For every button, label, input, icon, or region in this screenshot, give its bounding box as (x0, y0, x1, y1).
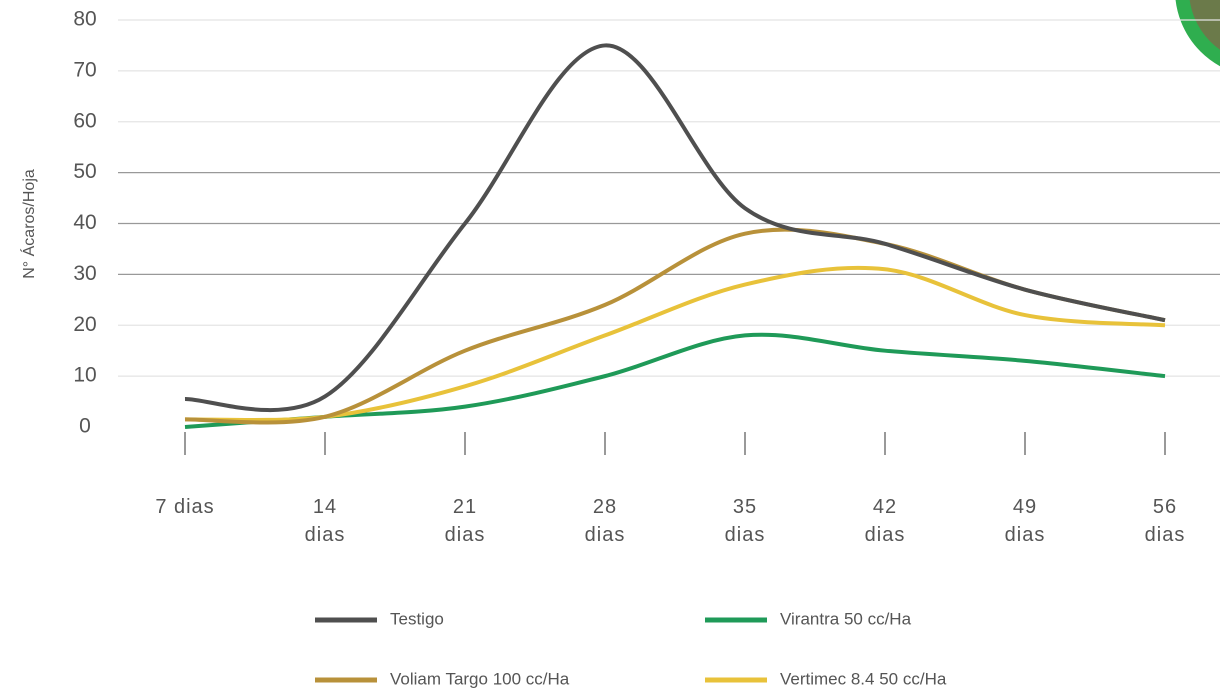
y-tick-label: 0 (79, 415, 91, 438)
y-tick-label: 30 (73, 262, 96, 285)
series-line (184, 43, 1166, 412)
y-tick-label: 70 (73, 58, 96, 81)
x-tick-label: 49 dias (1004, 496, 1046, 546)
y-axis-title: N° Ácaros/Hoja (19, 169, 38, 279)
x-tick-label: 28 dias (584, 496, 626, 546)
y-tick-label: 40 (73, 211, 96, 234)
y-tick-label: 50 (73, 160, 96, 183)
y-tick-label: 60 (73, 109, 96, 132)
series-line (184, 265, 1166, 423)
legend-label: Testigo (390, 609, 444, 628)
logo-badge (1175, 0, 1220, 67)
x-tick-label: 14 dias (304, 496, 346, 546)
legend-label: Virantra 50 cc/Ha (780, 609, 912, 628)
x-tick-label: 35 dias (724, 496, 766, 546)
legend-label: Voliam Targo 100 cc/Ha (390, 669, 570, 688)
x-tick-label: 7 dias (155, 496, 215, 518)
y-tick-label: 80 (73, 8, 96, 31)
x-tick-label: 21 dias (444, 496, 486, 546)
x-tick-label: 42 dias (864, 496, 906, 546)
y-tick-label: 20 (73, 313, 96, 336)
x-tick-label: 56 dias (1144, 496, 1186, 546)
legend-label: Vertimec 8.4 50 cc/Ha (780, 669, 947, 688)
y-tick-label: 10 (73, 364, 96, 387)
